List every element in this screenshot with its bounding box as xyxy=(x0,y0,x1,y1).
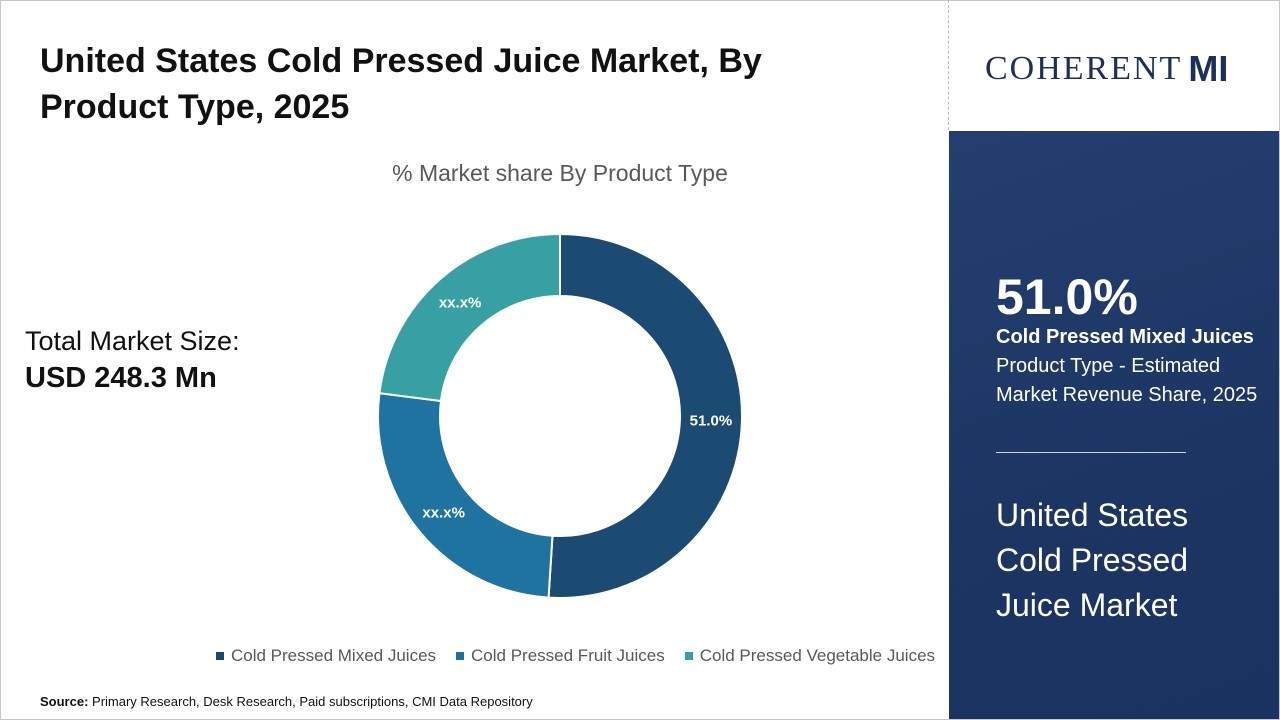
divider xyxy=(948,0,949,130)
logo-suffix: MI xyxy=(1188,48,1229,89)
legend-label: Cold Pressed Vegetable Juices xyxy=(699,646,936,665)
legend-swatch xyxy=(216,652,224,660)
legend-label: Cold Pressed Mixed Juices xyxy=(231,646,437,665)
source-note: Source: Primary Research, Desk Research,… xyxy=(40,694,533,709)
panel-divider xyxy=(996,452,1186,453)
highlight-panel: 51.0% Cold Pressed Mixed Juices Product … xyxy=(949,131,1279,719)
donut-slice xyxy=(378,232,561,403)
data-label: xx.x% xyxy=(422,504,465,521)
data-label: 51.0% xyxy=(690,413,733,430)
legend-label: Cold Pressed Fruit Juices xyxy=(471,646,665,665)
legend-swatch xyxy=(456,652,465,660)
highlight-segment: Cold Pressed Mixed Juices xyxy=(996,326,1254,348)
donut-chart: 51.0% xx.x% xx.x% xyxy=(377,232,743,599)
chart-title: % Market share By Product Type xyxy=(392,160,728,186)
data-label: xx.x% xyxy=(439,295,482,312)
chart-legend: Cold Pressed Mixed Juices Cold Pressed F… xyxy=(216,646,935,666)
market-name: United States Cold Pressed Juice Market xyxy=(996,497,1189,623)
source-text: Primary Research, Desk Research, Paid su… xyxy=(92,694,533,709)
logo-text: COHERENT xyxy=(985,50,1183,87)
coherent-mi-logo: COHERENT MI xyxy=(985,48,1228,90)
source-label: Source: xyxy=(40,694,89,709)
total-market-value: USD 248.3 Mn xyxy=(25,362,217,394)
legend-item: Cold Pressed Vegetable Juices xyxy=(684,646,936,666)
total-market-label: Total Market Size: xyxy=(25,326,240,356)
legend-swatch xyxy=(684,652,693,660)
legend-item: Cold Pressed Fruit Juices xyxy=(456,646,665,666)
donut-slice xyxy=(377,392,554,599)
page-title: United States Cold Pressed Juice Market,… xyxy=(40,42,762,126)
highlight-percentage: 51.0% xyxy=(996,269,1138,325)
highlight-description: Product Type - Estimated Market Revenue … xyxy=(996,355,1258,406)
legend-item: Cold Pressed Mixed Juices xyxy=(216,646,436,666)
donut-slice xyxy=(547,232,743,599)
